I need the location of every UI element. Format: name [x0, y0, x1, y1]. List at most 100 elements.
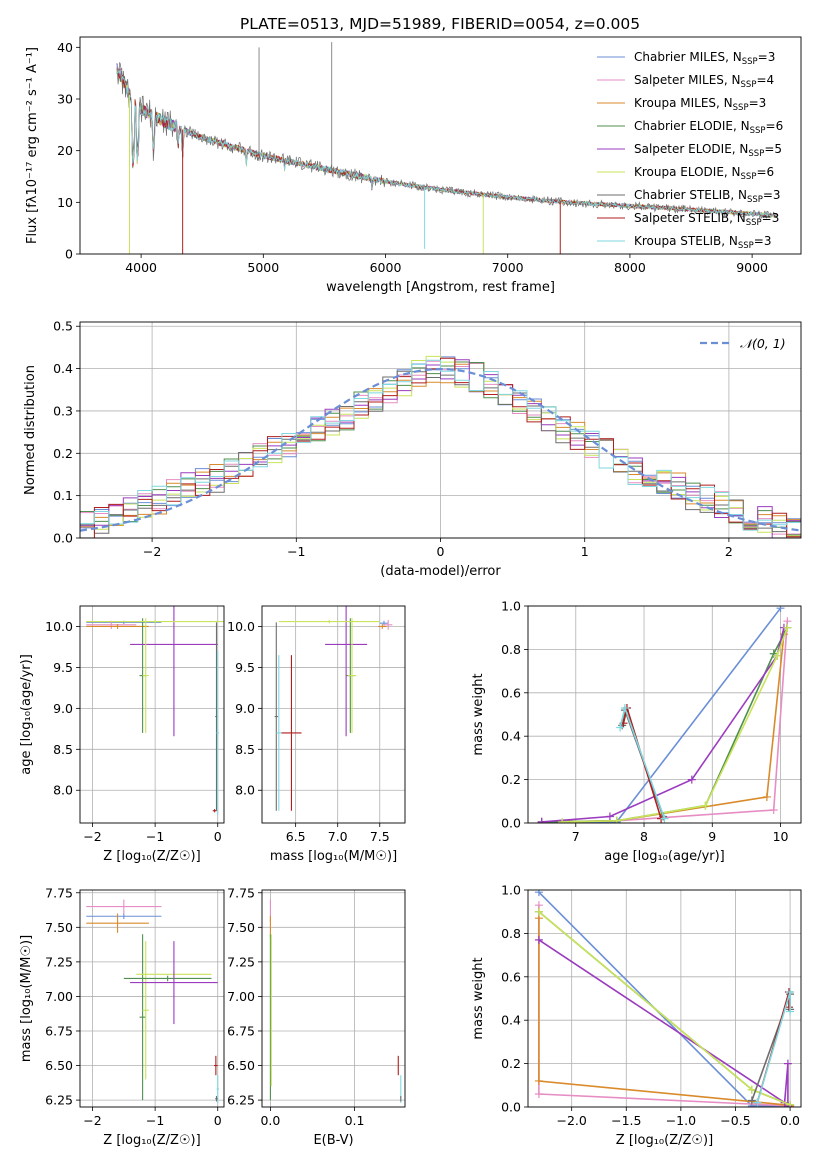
y-tick-label: 0.8	[501, 642, 521, 657]
x-axis-label: Z [log₁₀(Z/Z☉)]	[103, 849, 200, 864]
errorbar-point	[213, 1055, 218, 1076]
x-tick-label: 6000	[370, 260, 402, 275]
y-tick-label: 7.25	[227, 954, 255, 969]
errorbar-point	[86, 913, 149, 933]
errorbar-point	[86, 619, 224, 624]
panel-weight-vs-Z: −2.0 −1.5 −1.0 −0.5 0.0 0.0 0.2 0.4 0.6 0.8 1.0 Z […	[471, 883, 802, 1148]
histogram-steps	[80, 362, 801, 538]
x-tick-label: 7.5	[370, 829, 390, 844]
errorbar-point	[142, 941, 149, 1080]
legend-label-suffix: =6	[756, 165, 774, 179]
errorbar-point	[276, 655, 282, 811]
errorbar-point	[215, 1095, 218, 1102]
legend-label-suffix: =3	[754, 234, 772, 248]
plot-area-age-vs-Z	[86, 606, 224, 815]
x-tick-label: 1	[581, 544, 589, 559]
errorbar-point	[378, 624, 387, 629]
x-tick-label: −2	[143, 544, 161, 559]
legend-label-suffix: =3	[758, 50, 776, 64]
panels: 4000 5000 6000 7000 8000 9000010203040wavelen…	[19, 36, 802, 1148]
x-tick-label: 7	[572, 829, 580, 844]
legend-label-sub: SSP	[741, 80, 757, 90]
x-axis-label: Z [log₁₀(Z/Z☉)]	[616, 1133, 713, 1148]
y-tick-label: 8.0	[53, 783, 73, 798]
y-tick-label: 0.5	[53, 319, 73, 334]
legend-label-suffix: =5	[764, 142, 782, 156]
y-tick-label: 20	[57, 143, 73, 158]
panel-age-vs-mass: 6.5 7.0 7.5 8.0 8.5 9.0 9.5 10.0 mass [log₁₀(M/M…	[227, 605, 406, 864]
y-tick-label: 9.5	[53, 660, 73, 675]
x-axis-label: Z [log₁₀(Z/Z☉)]	[103, 1133, 200, 1148]
legend-label-sub: SSP	[748, 149, 764, 159]
weight-marker	[769, 805, 778, 814]
legend-label-suffix: =6	[766, 119, 784, 133]
y-axis-label: Flux [fλ10⁻¹⁷ erg cm⁻² s⁻¹ A⁻¹]	[25, 47, 40, 244]
x-tick-label: 6.5	[286, 829, 306, 844]
x-tick-label: 0	[214, 829, 222, 844]
y-tick-label: 7.75	[45, 885, 73, 900]
weight-marker	[701, 801, 710, 810]
weight-marker	[534, 1089, 543, 1098]
y-tick-label: 9.0	[53, 701, 73, 716]
y-tick-label: 0.2	[501, 1056, 521, 1071]
errorbar-point	[274, 622, 278, 811]
x-axis-label: E(B-V)	[313, 1133, 353, 1148]
y-tick-label: 10	[57, 195, 73, 210]
x-tick-label: 9000	[736, 260, 768, 275]
y-tick-label: 8.5	[235, 742, 255, 757]
y-tick-label: 7.75	[227, 885, 255, 900]
y-tick-label: 0	[65, 247, 73, 262]
y-tick-label: 1.0	[501, 599, 521, 614]
panel-weight-vs-age: 7 8 9 10 0.0 0.2 0.4 0.6 0.8 1.0 age [log₁₀(age/yr…	[471, 599, 802, 864]
y-axis-label: Normed distribution	[23, 365, 38, 495]
histogram-steps	[80, 359, 801, 538]
errorbar-point	[139, 934, 146, 1101]
legend-label: Kroupa MILES, NSSP=3	[634, 96, 766, 113]
legend-label-suffix: =3	[749, 96, 767, 110]
errorbar-point	[130, 606, 218, 737]
panel-spectrum: 4000 5000 6000 7000 8000 9000 0 10 20 30 40 wavelen…	[25, 36, 802, 295]
legend-label-suffix: =3	[763, 188, 781, 202]
weight-marker	[534, 890, 543, 897]
y-tick-label: 0.4	[501, 729, 521, 744]
legend-label-sub: SSP	[746, 218, 762, 228]
x-tick-label: 9	[708, 829, 716, 844]
legend-label-name: Salpeter ELODIE, N	[634, 142, 748, 156]
y-tick-label: 0.2	[501, 772, 521, 787]
y-tick-label: 7.00	[227, 989, 255, 1004]
legend-label: Kroupa ELODIE, NSSP=6	[634, 165, 774, 182]
weight-marker	[605, 812, 614, 821]
weight-marker	[747, 1085, 756, 1094]
y-tick-label: 0.0	[501, 1100, 521, 1115]
legend-label-name: Kroupa STELIB, N	[634, 234, 738, 248]
y-tick-label: 8.0	[235, 783, 255, 798]
axes-frame	[79, 36, 802, 255]
y-tick-label: 0.4	[501, 1013, 521, 1028]
x-tick-label: 0	[437, 544, 445, 559]
figure-title: PLATE=0513, MJD=51989, FIBERID=0054, z=0…	[240, 15, 640, 33]
x-tick-label: 2	[725, 544, 733, 559]
legend-label-name: Salpeter MILES, N	[634, 73, 741, 87]
x-tick-label: −1	[146, 829, 164, 844]
x-axis-label: (data-model)/error	[380, 564, 501, 579]
legend-label-normal: 𝒩(0, 1)	[740, 336, 786, 351]
weight-marker	[753, 1098, 762, 1107]
y-tick-label: 40	[57, 40, 73, 55]
axes-frame	[79, 605, 225, 824]
y-tick-label: 7.50	[227, 920, 255, 935]
y-tick-label: 1.0	[501, 883, 521, 898]
weight-marker	[616, 723, 625, 732]
y-tick-label: 9.5	[235, 660, 255, 675]
x-tick-label: 5000	[247, 260, 279, 275]
errorbar-point	[216, 651, 219, 815]
plot-area-spectrum	[116, 42, 777, 254]
legend-label: Salpeter ELODIE, NSSP=5	[634, 142, 782, 159]
legend-label-suffix: =3	[762, 211, 780, 225]
x-axis-label: mass [log₁₀(M/M☉)]	[270, 849, 397, 864]
x-tick-label: 10	[773, 829, 789, 844]
plot-area-mass-vs-EBV	[269, 899, 402, 1103]
errorbar-point	[86, 624, 149, 629]
x-tick-label: 0.0	[260, 1113, 280, 1128]
